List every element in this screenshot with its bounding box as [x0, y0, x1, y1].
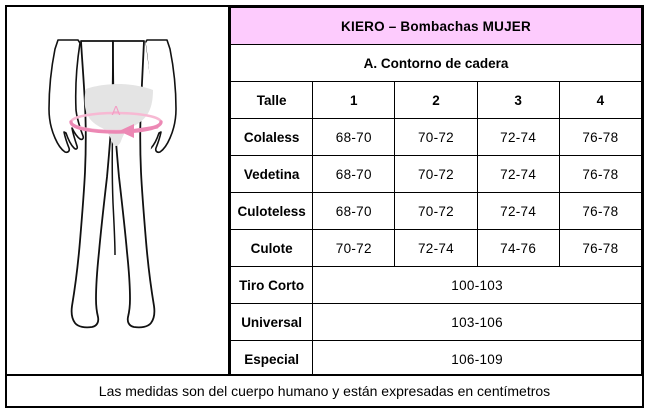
table-row: Vedetina 68-70 70-72 72-74 76-78	[229, 155, 643, 193]
cell-culoteless-2: 70-72	[394, 192, 478, 230]
column-header-size-2: 2	[394, 81, 478, 119]
column-header-size-3: 3	[476, 81, 560, 119]
cell-culoteless-1: 68-70	[312, 192, 396, 230]
table-row: Especial 106-109	[229, 340, 642, 378]
cell-culote-2: 72-74	[394, 229, 478, 267]
chart-subtitle: A. Contorno de cadera	[230, 44, 642, 82]
column-header-size-4: 4	[558, 81, 643, 119]
cell-vedetina-4: 76-78	[558, 155, 643, 193]
cell-colaless-1: 68-70	[312, 118, 396, 156]
table-title-row: KIERO – Bombachas MUJER	[230, 7, 642, 45]
table-row: Tiro Corto 100-103	[229, 266, 642, 304]
cell-culoteless-4: 76-78	[558, 192, 643, 230]
row-label-culote: Culote	[229, 229, 314, 267]
table-row: Culote 70-72 72-74 74-76 76-78	[229, 229, 643, 267]
measure-arrow-tail	[129, 125, 159, 133]
measurement-illustration: A	[7, 7, 230, 378]
size-table: KIERO – Bombachas MUJER A. Contorno de c…	[229, 7, 643, 378]
cell-vedetina-2: 70-72	[394, 155, 478, 193]
garment-shape	[84, 84, 153, 146]
column-header-size-1: 1	[312, 81, 396, 119]
row-label-vedetina: Vedetina	[229, 155, 314, 193]
table-row: Universal 103-106	[229, 303, 642, 341]
left-leg	[70, 40, 114, 329]
cell-culote-3: 74-76	[476, 229, 560, 267]
cell-culoteless-3: 72-74	[476, 192, 560, 230]
table-row: Culoteless 68-70 70-72 72-74 76-78	[229, 192, 643, 230]
cell-tiro-corto-value: 100-103	[312, 266, 642, 304]
table-subtitle-row: A. Contorno de cadera	[230, 44, 642, 82]
footnote-row: Las medidas son del cuerpo humano y está…	[7, 374, 642, 406]
cell-culote-4: 76-78	[558, 229, 643, 267]
chart-body: A KIERO – Bombachas MUJER A. Contorno de…	[7, 7, 643, 378]
measure-label-a: A	[112, 103, 121, 118]
cell-vedetina-1: 68-70	[312, 155, 396, 193]
cell-vedetina-3: 72-74	[476, 155, 560, 193]
footnote-text: Las medidas son del cuerpo humano y está…	[98, 383, 551, 399]
row-label-culoteless: Culoteless	[229, 192, 314, 230]
cell-especial-value: 106-109	[312, 340, 642, 378]
cell-colaless-2: 70-72	[394, 118, 478, 156]
column-header-talle: Talle	[229, 81, 314, 119]
chart-title: KIERO – Bombachas MUJER	[230, 7, 642, 45]
cell-culote-1: 70-72	[312, 229, 396, 267]
cell-colaless-3: 72-74	[476, 118, 560, 156]
table-header-row: Talle 1 2 3 4	[229, 81, 643, 119]
row-label-colaless: Colaless	[229, 118, 314, 156]
row-label-universal: Universal	[229, 303, 314, 341]
row-label-tiro-corto: Tiro Corto	[229, 266, 314, 304]
size-table-pane: KIERO – Bombachas MUJER A. Contorno de c…	[229, 7, 643, 378]
size-chart: A KIERO – Bombachas MUJER A. Contorno de…	[5, 5, 644, 408]
left-arm	[48, 39, 85, 154]
cell-universal-value: 103-106	[312, 303, 642, 341]
table-row: Colaless 68-70 70-72 72-74 76-78	[229, 118, 643, 156]
measure-arrow-head	[119, 124, 134, 138]
cell-colaless-4: 76-78	[558, 118, 643, 156]
row-label-especial: Especial	[229, 340, 314, 378]
